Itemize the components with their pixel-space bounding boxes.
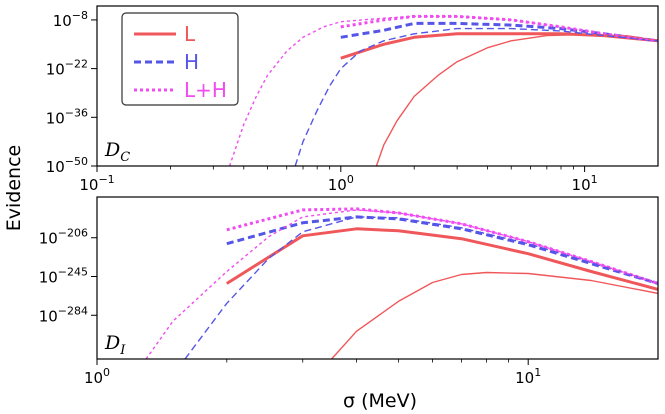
series-line-theory-4 (294, 27, 658, 166)
plot-frame (96, 196, 659, 360)
y-tick-label: 10−36 (46, 106, 88, 127)
series-line-l (226, 227, 658, 291)
series-line-theory-4 (184, 216, 658, 359)
series-line-h (340, 21, 658, 43)
y-axis-title: Evidence (3, 145, 25, 231)
panel-label: DI (104, 332, 126, 358)
y-tick-label: 10−22 (46, 58, 88, 79)
plot-frame (96, 5, 659, 167)
y-tick-label: 10−8 (53, 9, 88, 30)
panel-label: DC (104, 139, 130, 165)
series-line-theory-5 (145, 209, 658, 359)
x-tick-label: 100 (84, 366, 110, 387)
x-tick-label: 101 (515, 366, 541, 387)
x-tick-label: 100 (328, 173, 354, 194)
bottom-panel: 100 101 10−206 10−245 10−284 DI (39, 196, 659, 387)
legend-label-1: L (184, 22, 196, 46)
y-tick-label: 10−245 (39, 266, 88, 287)
legend: LH L+H (121, 12, 239, 106)
y-tick-label: 10−206 (39, 227, 88, 248)
series-line-lplush (226, 207, 658, 285)
y-tick-label: 10−284 (39, 304, 88, 325)
legend-label-3: L+H (184, 78, 227, 102)
series-line-theory-5 (228, 15, 658, 166)
series-line-theory-3 (375, 33, 658, 166)
x-tick-label: 101 (572, 173, 598, 194)
top-panel: 10−1 100 101 10−8 10−22 10−36 10−50 DC (46, 5, 659, 194)
series-line-l (340, 32, 658, 60)
legend-frame (121, 12, 239, 106)
x-axis-title: σ (MeV) (343, 390, 417, 412)
legend-label-2: H (184, 50, 199, 74)
series-line-theory-3 (331, 271, 658, 359)
x-tick-label: 10−1 (79, 173, 114, 194)
series-line-lplush (340, 14, 658, 43)
y-tick-label: 10−50 (46, 155, 88, 176)
